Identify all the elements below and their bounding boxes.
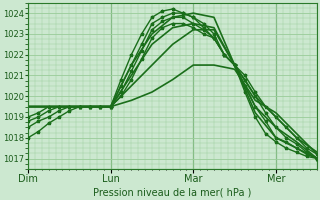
X-axis label: Pression niveau de la mer( hPa ): Pression niveau de la mer( hPa ) — [93, 187, 252, 197]
